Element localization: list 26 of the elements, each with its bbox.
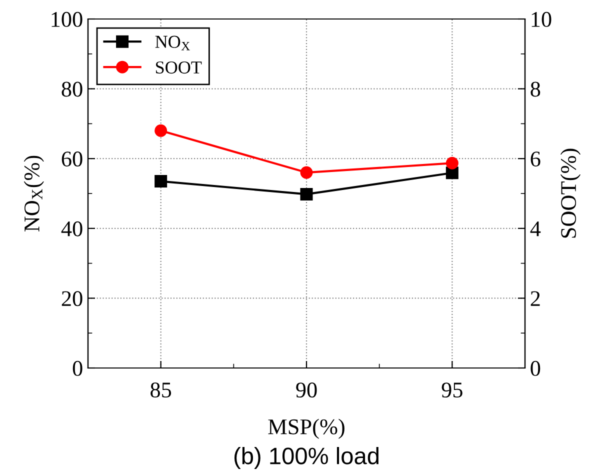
y2-axis-title: SOOT(%) [560, 148, 581, 238]
point [446, 156, 458, 170]
text: (b) 100% load [234, 446, 378, 469]
y2-tick-label: 6 [530, 152, 540, 167]
y2-tick-label: 0 [530, 360, 540, 376]
y-tick-label: 100 [52, 12, 82, 27]
point [154, 175, 168, 188]
legend-label: SOOT [156, 61, 202, 74]
y-axis-title: NO$_{X}$(%) [24, 156, 44, 232]
y2-tick-label: 2 [530, 291, 540, 306]
y-tick-label: 20 [62, 291, 82, 306]
x-axis-title: MSP(%) [268, 418, 344, 439]
point [300, 166, 313, 179]
point [154, 124, 168, 137]
x-tick-label: 90 [296, 382, 317, 398]
y2-tick-label: 8 [530, 82, 540, 97]
x-tick-label: 85 [150, 382, 172, 398]
y-tick-label: 0 [72, 360, 82, 376]
y-tick-label: 40 [61, 221, 82, 236]
y2-tick-label: 4 [530, 221, 541, 236]
point [300, 188, 313, 200]
legend-label: NO$_{X}$ [155, 36, 190, 50]
x-tick-label: 95 [442, 382, 462, 398]
y-tick-label: 80 [62, 82, 82, 97]
y-tick-label: 60 [62, 152, 82, 167]
y2-tick-label: 10 [532, 12, 552, 27]
